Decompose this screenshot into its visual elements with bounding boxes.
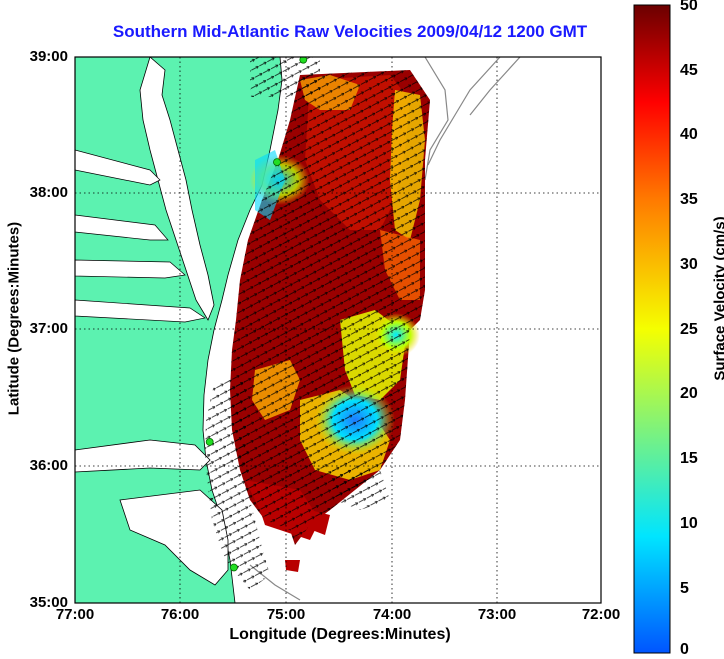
station-duck-marker	[205, 437, 214, 446]
colorbar-tick: 40	[680, 126, 698, 143]
colorbar-tick: 10	[680, 515, 698, 532]
y-axis-label: Latitude (Degrees:Minutes)	[5, 221, 23, 416]
chesapeake-bay	[139, 57, 215, 321]
x-axis-label: Longitude (Degrees:Minutes)	[229, 626, 451, 643]
colorbar-tick: 20	[680, 385, 698, 402]
station-hatteras-marker	[229, 563, 238, 572]
xtick-label: 76:00	[160, 606, 200, 623]
colorbar-tick: 0	[680, 641, 689, 658]
colorbar	[633, 4, 671, 654]
map-title: Southern Mid-Atlantic Raw Velocities 200…	[112, 22, 588, 41]
colorbar-tick: 50	[680, 0, 698, 14]
station-markers	[205, 57, 308, 572]
colorbar-tick: 35	[680, 191, 698, 208]
ytick-label: 39:00	[29, 48, 68, 65]
xtick-label: 75:00	[266, 606, 306, 623]
ytick-label: 37:00	[29, 320, 68, 337]
colorbar-tick: 45	[680, 62, 698, 79]
grid-lines	[75, 57, 601, 603]
xtick-label: 77:00	[55, 606, 95, 623]
xtick-label: 72:00	[581, 606, 621, 623]
plot-frame	[74, 56, 602, 604]
ytick-label: 36:00	[29, 457, 68, 474]
xtick-label: 73:00	[477, 606, 517, 623]
colorbar-tick: 15	[680, 450, 698, 467]
station-north-marker	[299, 57, 308, 64]
station-delmarva-marker	[273, 158, 281, 167]
ytick-label: 38:00	[29, 184, 68, 201]
ytick-label: 35:00	[29, 594, 68, 611]
colorbar-tick: 30	[680, 256, 698, 273]
colorbar-tick: 25	[680, 321, 698, 338]
colorbar-tick: 5	[680, 580, 689, 597]
albemarle-sound	[75, 439, 211, 473]
velocity-field	[205, 57, 430, 590]
xtick-label: 74:00	[372, 606, 412, 623]
colorbar-label: Surface Velocity (cm/s)	[711, 216, 724, 381]
